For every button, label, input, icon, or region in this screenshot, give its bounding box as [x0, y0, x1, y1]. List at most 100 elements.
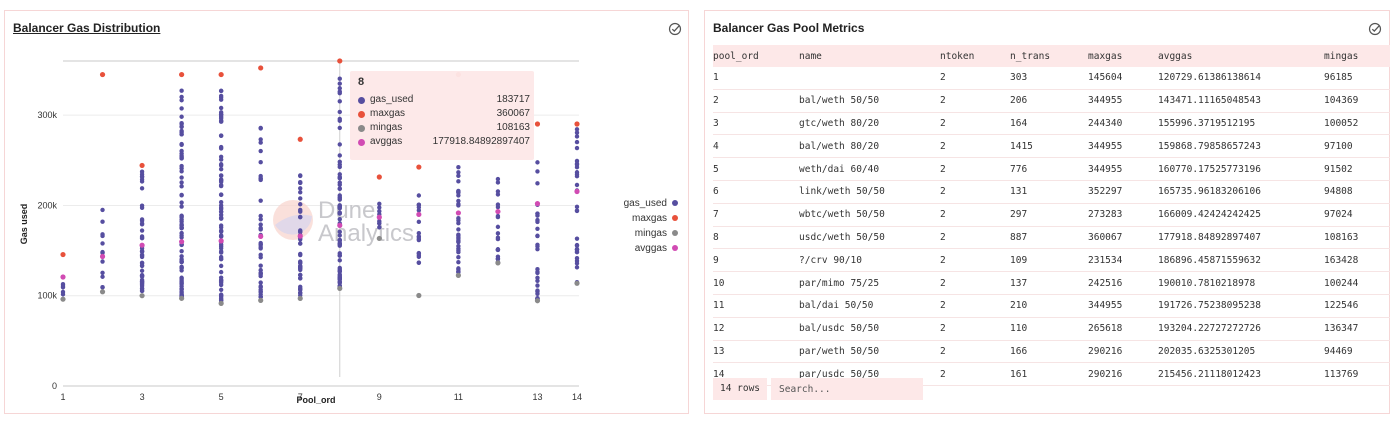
gas-used-point[interactable] [179, 184, 184, 189]
gas-used-point[interactable] [337, 274, 342, 280]
gas-used-point[interactable] [218, 263, 224, 269]
maxgas-point[interactable] [179, 71, 185, 78]
gas-used-point[interactable] [337, 180, 342, 185]
gas-used-point[interactable] [535, 233, 540, 239]
gas-used-point[interactable] [298, 272, 303, 278]
mingas-point[interactable] [376, 235, 382, 242]
gas_used-legend-dot[interactable] [672, 200, 678, 206]
gas-used-point[interactable] [574, 265, 580, 270]
gas-used-point[interactable] [377, 205, 382, 210]
gas-used-point[interactable] [218, 173, 224, 178]
table-row[interactable]: 1 2 303 145604 120729.61386138614 96185 [713, 67, 1390, 90]
gas-used-point[interactable] [179, 254, 184, 259]
gas-used-point[interactable] [218, 119, 224, 124]
gas-used-point[interactable] [574, 261, 580, 266]
gas-used-point[interactable] [218, 115, 224, 121]
gas-used-point[interactable] [218, 93, 224, 99]
maxgas-point[interactable] [534, 121, 541, 127]
gas-used-point[interactable] [535, 266, 540, 272]
gas-used-point[interactable] [574, 208, 580, 213]
gas-used-point[interactable] [218, 178, 224, 183]
gas-used-point[interactable] [416, 260, 422, 265]
column-header-maxgas[interactable]: maxgas [1088, 45, 1158, 67]
gas-used-point[interactable] [139, 205, 145, 210]
gas-used-point[interactable] [258, 140, 263, 145]
gas-used-point[interactable] [456, 227, 461, 232]
gas-used-point[interactable] [179, 128, 184, 134]
gas-used-point[interactable] [298, 241, 303, 246]
gas-used-point[interactable] [258, 240, 263, 246]
gas-used-point[interactable] [337, 240, 342, 246]
gas-used-point[interactable] [139, 282, 145, 287]
maxgas-point[interactable] [337, 58, 343, 64]
table-row[interactable]: 3 gtc/weth 80/20 2 164 244340 155996.37195121… [713, 112, 1390, 136]
gas-used-point[interactable] [495, 213, 501, 219]
gas-used-point[interactable] [179, 280, 184, 285]
gas-used-point[interactable] [179, 204, 184, 209]
gas-used-point[interactable] [60, 285, 66, 290]
gas-used-point[interactable] [179, 217, 184, 222]
gas-used-point[interactable] [218, 223, 224, 228]
column-header-mingas[interactable]: mingas [1324, 45, 1390, 67]
gas-used-point[interactable] [100, 250, 105, 256]
gas-used-point[interactable] [495, 176, 501, 182]
gas-used-point[interactable] [416, 205, 422, 210]
gas-used-point[interactable] [456, 173, 461, 179]
gas-used-point[interactable] [535, 169, 540, 174]
gas-used-point[interactable] [574, 130, 580, 135]
gas-used-point[interactable] [100, 270, 105, 275]
gas-used-point[interactable] [298, 286, 303, 291]
table-row[interactable]: 4 bal/weth 80/20 2 1415 344955 159868.7985865… [713, 134, 1390, 159]
gas-used-point[interactable] [495, 231, 501, 236]
gas-used-point[interactable] [139, 268, 145, 273]
gas-used-point[interactable] [218, 278, 224, 284]
gas-used-point[interactable] [179, 106, 184, 111]
gas-used-point[interactable] [337, 142, 342, 147]
gas-used-point[interactable] [456, 255, 461, 260]
gas-used-point[interactable] [179, 180, 184, 185]
avggas-point[interactable] [337, 222, 343, 228]
gas-used-point[interactable] [298, 186, 303, 191]
check-circle-icon[interactable] [1368, 22, 1382, 36]
avggas-point[interactable] [495, 208, 501, 215]
gas-used-point[interactable] [179, 283, 184, 289]
table-row[interactable]: 11 bal/dai 50/50 2 210 344955 191726.75238095… [713, 294, 1390, 318]
gas-used-point[interactable] [179, 98, 184, 103]
gas-used-point[interactable] [179, 114, 184, 119]
gas-used-point[interactable] [179, 151, 184, 156]
gas-used-point[interactable] [218, 234, 224, 239]
avggas-point[interactable] [258, 233, 264, 239]
gas-used-point[interactable] [139, 179, 145, 184]
gas-used-point[interactable] [456, 269, 461, 275]
gas-used-point[interactable] [337, 203, 342, 208]
gas-used-point[interactable] [100, 241, 105, 246]
gas-used-point[interactable] [218, 256, 224, 262]
gas-used-point[interactable] [377, 208, 382, 214]
column-header-avggas[interactable]: avggas [1158, 45, 1324, 67]
gas-used-point[interactable] [258, 225, 263, 231]
avggas-legend-dot[interactable] [672, 245, 678, 251]
maxgas-legend-dot[interactable] [672, 215, 678, 221]
gas-used-point[interactable] [100, 232, 105, 237]
avggas-point[interactable] [574, 188, 580, 195]
gas-used-point[interactable] [535, 242, 540, 247]
gas-used-point[interactable] [258, 137, 263, 142]
gas-used-point[interactable] [337, 211, 342, 216]
gas-used-point[interactable] [298, 264, 303, 270]
gas-used-point[interactable] [574, 162, 580, 167]
mingas-point[interactable] [495, 260, 501, 266]
gas-used-point[interactable] [179, 248, 184, 254]
avggas-point[interactable] [455, 210, 461, 216]
gas-used-point[interactable] [535, 217, 540, 223]
gas-used-point[interactable] [179, 175, 184, 180]
gas-used-point[interactable] [179, 276, 184, 281]
gas-used-point[interactable] [574, 249, 580, 255]
gas-used-point[interactable] [495, 254, 501, 259]
gas-used-point[interactable] [337, 258, 342, 263]
avggas-point[interactable] [139, 242, 145, 248]
avggas-point[interactable] [416, 211, 422, 218]
gas-used-point[interactable] [456, 198, 461, 204]
gas-used-point[interactable] [337, 81, 342, 86]
gas-used-point[interactable] [139, 263, 145, 269]
